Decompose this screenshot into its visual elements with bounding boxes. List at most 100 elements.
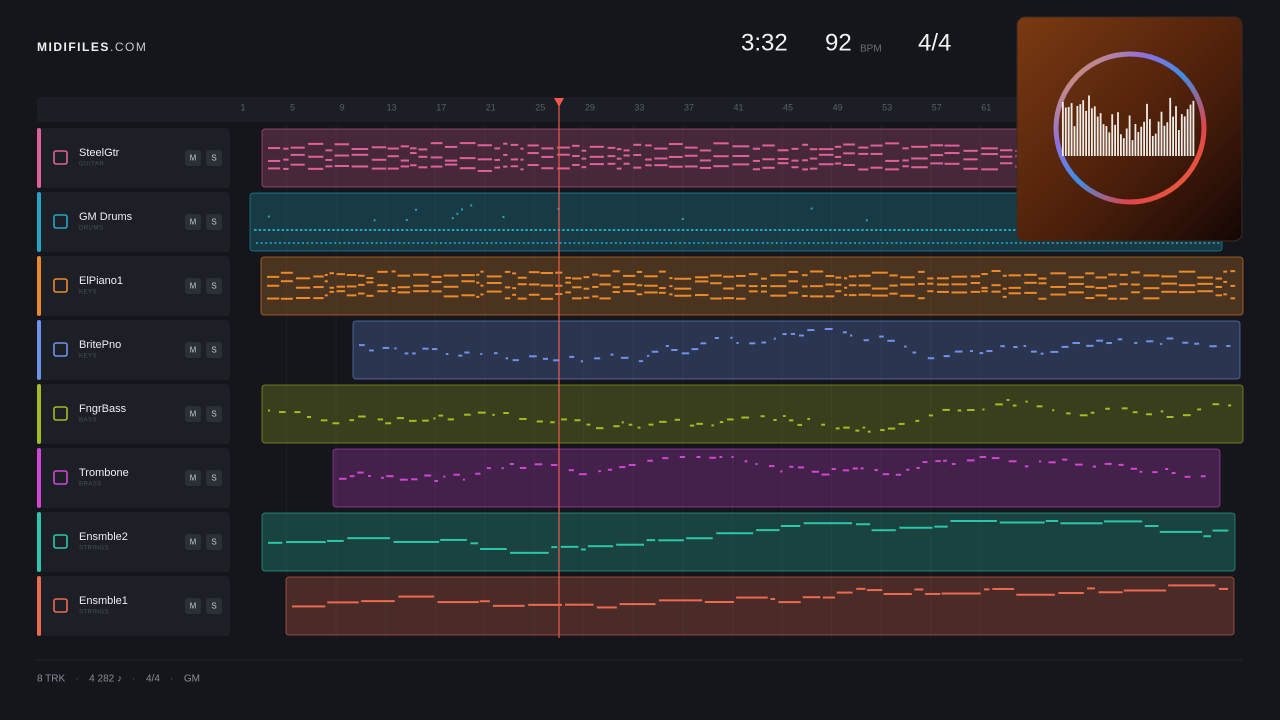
note: [380, 242, 383, 244]
solo-button[interactable]: [206, 406, 222, 422]
note: [1212, 242, 1215, 244]
note: [801, 274, 808, 277]
mute-button[interactable]: [185, 406, 201, 422]
spectrum-bar: [1108, 132, 1111, 156]
note: [443, 285, 459, 288]
solo-button[interactable]: [206, 214, 222, 230]
note: [714, 229, 717, 231]
note: [1079, 414, 1088, 417]
note: [871, 294, 888, 297]
note: [785, 242, 787, 244]
note: [951, 463, 956, 466]
note: [982, 408, 985, 411]
mute-button[interactable]: [185, 534, 201, 550]
note: [900, 294, 915, 297]
note: [898, 422, 905, 425]
note: [616, 543, 645, 546]
note: [443, 475, 446, 478]
mute-button[interactable]: [185, 214, 201, 230]
note: [1143, 242, 1146, 244]
note: [492, 413, 495, 416]
note: [480, 293, 484, 296]
note: [513, 242, 516, 244]
solo-button[interactable]: [206, 470, 222, 486]
note: [1212, 403, 1220, 406]
mute-label: M: [190, 474, 197, 483]
note: [294, 411, 301, 414]
mute-button[interactable]: [185, 150, 201, 166]
note: [911, 145, 928, 148]
note: [788, 291, 798, 294]
note: [605, 242, 608, 244]
note: [911, 166, 928, 169]
note: [736, 596, 768, 599]
note: [481, 242, 484, 244]
note: [660, 242, 663, 244]
solo-label: S: [211, 474, 216, 483]
mute-button[interactable]: [185, 278, 201, 294]
note: [658, 291, 666, 294]
note: [744, 460, 748, 463]
note: [435, 242, 438, 244]
note: [572, 297, 582, 300]
note: [348, 242, 350, 244]
note: [1218, 587, 1228, 590]
note: [336, 290, 346, 293]
note: [327, 539, 344, 542]
note: [723, 275, 735, 278]
solo-button[interactable]: [206, 534, 222, 550]
note: [591, 242, 594, 244]
note: [668, 143, 683, 146]
note: [464, 413, 471, 416]
note: [607, 468, 613, 471]
note: [700, 229, 703, 231]
note: [914, 588, 924, 591]
mute-button[interactable]: [185, 342, 201, 358]
note: [858, 152, 869, 155]
note: [371, 242, 373, 244]
note: [511, 229, 515, 231]
note: [948, 229, 952, 231]
spectrum-bar: [1131, 140, 1134, 156]
note: [411, 478, 418, 481]
note: [1008, 286, 1021, 289]
note: [887, 427, 896, 430]
note: [486, 242, 488, 244]
note: [927, 357, 935, 360]
solo-button[interactable]: [206, 342, 222, 358]
spectrum-bar: [1062, 101, 1064, 156]
note: [870, 166, 883, 169]
note: [699, 159, 712, 162]
note: [320, 419, 328, 422]
note: [885, 142, 900, 145]
note: [1161, 275, 1177, 278]
note: [516, 229, 519, 231]
note: [1000, 162, 1013, 165]
note: [543, 229, 547, 231]
solo-button[interactable]: [206, 598, 222, 614]
note: [748, 273, 758, 276]
note: [295, 229, 298, 231]
note: [417, 242, 419, 244]
note: [797, 466, 805, 469]
note: [560, 545, 579, 548]
solo-button[interactable]: [206, 150, 222, 166]
note: [548, 229, 551, 231]
spectrum-bar: [1111, 114, 1114, 156]
note: [396, 417, 404, 420]
note: [848, 275, 857, 278]
mute-button[interactable]: [185, 598, 201, 614]
note: [442, 229, 446, 231]
note: [918, 297, 925, 300]
solo-button[interactable]: [206, 278, 222, 294]
mute-button[interactable]: [185, 470, 201, 486]
note: [923, 242, 925, 244]
note: [909, 242, 912, 244]
note: [991, 290, 1001, 293]
note: [633, 242, 636, 244]
note: [377, 270, 388, 273]
note: [803, 242, 806, 244]
note: [1024, 465, 1029, 468]
note: [826, 242, 829, 244]
